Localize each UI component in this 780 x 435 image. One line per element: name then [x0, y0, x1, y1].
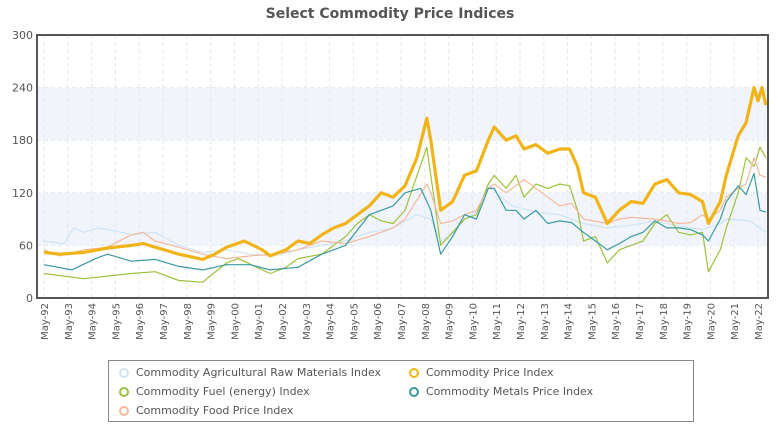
x-tick-label: May-13	[540, 303, 551, 340]
x-tick-label: May-20	[706, 303, 717, 340]
x-tick-label: May-97	[159, 303, 170, 340]
legend-marker-icon	[119, 406, 129, 416]
x-tick-label: May-14	[564, 303, 575, 340]
x-tick-label: May-15	[587, 303, 598, 340]
y-tick-label: 0	[26, 292, 33, 305]
plot-border	[36, 34, 769, 299]
legend-item[interactable]: Commodity Fuel (energy) Index	[119, 385, 310, 398]
x-tick-label: May-95	[111, 303, 122, 340]
legend-label: Commodity Fuel (energy) Index	[136, 385, 310, 398]
legend: Commodity Agricultural Raw Materials Ind…	[108, 360, 694, 422]
x-tick-label: May-16	[611, 303, 622, 340]
x-tick-label: May-98	[183, 303, 194, 340]
y-tick-label: 120	[12, 187, 33, 200]
x-tick-label: May-19	[683, 303, 694, 340]
x-tick-label: May-05	[349, 303, 360, 340]
x-tick-label: May-92	[40, 303, 51, 340]
legend-marker-icon	[409, 368, 419, 378]
x-tick-label: May-94	[88, 303, 99, 340]
x-tick-label: May-04	[326, 303, 337, 340]
x-tick-label: May-96	[135, 303, 146, 340]
x-tick-label: May-10	[468, 303, 479, 340]
x-tick-label: May-93	[64, 303, 75, 340]
x-tick-label: May-09	[445, 303, 456, 340]
y-tick-label: 60	[19, 239, 33, 252]
x-tick-label: May-07	[397, 303, 408, 340]
x-tick-label: May-02	[278, 303, 289, 340]
y-tick-label: 180	[12, 134, 33, 147]
legend-item[interactable]: Commodity Food Price Index	[119, 404, 293, 417]
legend-item[interactable]: Commodity Price Index	[409, 366, 554, 379]
legend-item[interactable]: Commodity Agricultural Raw Materials Ind…	[119, 366, 381, 379]
series-line	[43, 86, 768, 261]
legend-label: Commodity Metals Price Index	[426, 385, 594, 398]
x-tick-label: May-99	[207, 303, 218, 340]
legend-marker-icon	[409, 387, 419, 397]
y-tick-label: 240	[12, 82, 33, 95]
x-tick-label: May-21	[730, 303, 741, 340]
chart-title: Select Commodity Price Indices	[265, 6, 515, 22]
legend-marker-icon	[119, 387, 129, 397]
line-chart: 0 60 120 180 240 300 May-92 May-93 May-94 May-95 M…	[12, 29, 769, 340]
x-tick-label: May-01	[254, 303, 265, 340]
x-tick-label: May-22	[754, 303, 765, 340]
y-tick-label: 300	[12, 29, 33, 42]
x-tick-label: May-11	[492, 303, 503, 340]
x-tick-label: May-08	[421, 303, 432, 340]
legend-label: Commodity Price Index	[426, 366, 554, 379]
x-tick-label: May-00	[230, 303, 241, 340]
x-tick-label: May-18	[659, 303, 670, 340]
series-line	[43, 183, 767, 257]
x-tick-label: May-03	[302, 303, 313, 340]
series-line	[43, 172, 767, 271]
legend-label: Commodity Food Price Index	[136, 404, 294, 417]
legend-item[interactable]: Commodity Metals Price Index	[409, 385, 593, 398]
x-tick-label: May-06	[373, 303, 384, 340]
legend-label: Commodity Agricultural Raw Materials Ind…	[136, 366, 382, 379]
x-tick-label: May-12	[516, 303, 527, 340]
legend-marker-icon	[119, 368, 129, 378]
grid-band	[37, 87, 768, 141]
x-tick-label: May-17	[635, 303, 646, 340]
